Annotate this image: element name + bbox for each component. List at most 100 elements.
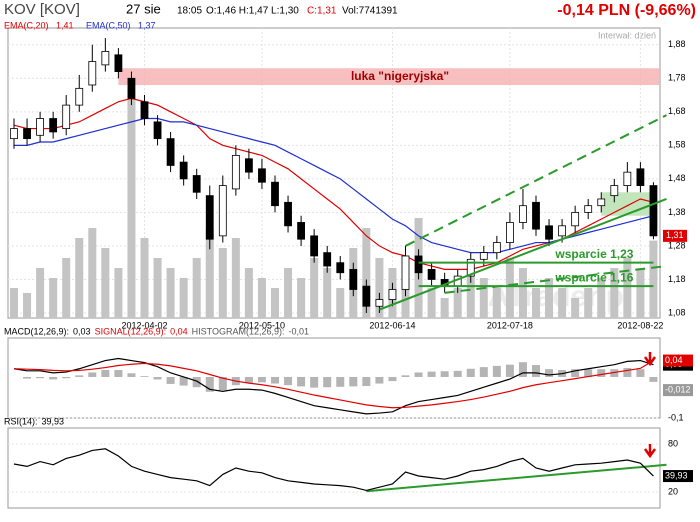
- legend-text: 39,93: [42, 416, 65, 426]
- last-value-box: [663, 470, 693, 483]
- y-tick-label: 1,58: [668, 140, 686, 150]
- candle-body: [636, 168, 645, 186]
- candle-body: [258, 168, 266, 183]
- histogram-bar: [440, 371, 449, 377]
- volume-bar: [532, 288, 540, 318]
- histogram-bar: [114, 370, 123, 377]
- legend-name: EMA(C,20): [4, 20, 49, 30]
- indicator-line: [13, 448, 654, 492]
- volume-bar: [518, 268, 527, 318]
- candle-body: [218, 185, 227, 237]
- last-value-label: -0,012: [665, 384, 691, 394]
- volume-bar: [584, 288, 593, 318]
- gap-band: [118, 68, 660, 85]
- y-tick-label: 1,68: [668, 106, 686, 116]
- date: 27 sie: [126, 1, 161, 16]
- volume-bar: [636, 268, 645, 318]
- legend-value: 1,41: [56, 20, 74, 30]
- histogram-bar: [610, 369, 619, 377]
- legend-name: EMA(C,50): [86, 20, 131, 30]
- zone-box: [601, 192, 654, 216]
- volume-bar: [244, 268, 253, 318]
- x-tick-label: 2012-04-02: [121, 320, 167, 330]
- histogram-bar: [127, 373, 136, 377]
- histogram-bar: [479, 367, 488, 377]
- close: C:1,31: [307, 6, 337, 17]
- candle-body: [479, 252, 488, 260]
- volume-bar: [153, 258, 162, 318]
- y-tick-label: 20: [668, 486, 678, 496]
- histogram-bar: [75, 375, 84, 377]
- volume-bar: [62, 258, 71, 318]
- candle-body: [271, 181, 279, 207]
- panel-frame: [7, 337, 661, 419]
- volume-bar: [127, 98, 136, 318]
- trend-line: [444, 265, 667, 294]
- candle-body: [505, 222, 514, 243]
- histogram-bar: [636, 369, 645, 377]
- histogram-bar: [505, 364, 514, 377]
- histogram-bar: [453, 370, 462, 377]
- volume-bar: [284, 268, 293, 318]
- x-tick-label: 2012-05-10: [239, 320, 285, 330]
- candle-body: [284, 201, 292, 227]
- arrow: [643, 444, 657, 459]
- volume-bar: [114, 268, 123, 318]
- histogram-bar: [179, 376, 188, 386]
- volume-bar: [10, 288, 18, 318]
- histogram-bar: [362, 376, 371, 386]
- y-tick-label: 80: [668, 438, 678, 448]
- arrow: [643, 352, 657, 367]
- legend-text: SIGNAL(12,26,9):: [95, 326, 167, 336]
- histogram-bar: [623, 367, 632, 377]
- volume-bar: [558, 288, 567, 318]
- volume-bar: [101, 248, 110, 318]
- legend-text: 0,03: [73, 326, 91, 336]
- legend-text: MACD(12,26,9):: [4, 326, 69, 336]
- volume-bar: [179, 278, 188, 318]
- histogram-bar: [166, 376, 175, 384]
- histogram-bar: [153, 376, 162, 380]
- y-tick-label: 1,78: [668, 73, 686, 83]
- y-tick-label: 1,08: [668, 307, 686, 317]
- indicator-line: [13, 357, 654, 415]
- change: -0,14 PLN (-9,66%): [557, 2, 696, 19]
- candle-body: [532, 201, 540, 230]
- candle-body: [297, 222, 306, 240]
- candle-body: [362, 285, 371, 307]
- volume-bar: [375, 258, 384, 318]
- candle-body: [545, 225, 553, 240]
- y-tick-label: 1,48: [668, 173, 686, 183]
- histogram-bar: [571, 369, 580, 377]
- y-tick-label: 1,38: [668, 207, 686, 217]
- candle-body: [244, 158, 253, 173]
- histogram-bar: [284, 376, 293, 386]
- candle-body: [36, 118, 44, 136]
- last-value-label: 39,93: [665, 470, 688, 480]
- x-tick-label: 2012-08-22: [617, 320, 663, 330]
- candle-body: [75, 87, 84, 106]
- y-tick-label: 1,18: [668, 274, 686, 284]
- histogram-bar: [545, 369, 554, 377]
- legend-text: HISTOGRAM(12,26,9):: [192, 326, 285, 336]
- volume-bar: [571, 298, 580, 318]
- volume-bar: [205, 228, 214, 318]
- histogram-bar: [401, 375, 410, 377]
- candle-body: [49, 118, 58, 133]
- volume-bar: [492, 288, 501, 318]
- indicator-line: [13, 360, 654, 409]
- candle-body: [610, 185, 619, 197]
- candle-body: [101, 51, 110, 66]
- volume-bar: [218, 248, 227, 318]
- histogram-bar: [244, 376, 253, 384]
- trend-line: [366, 463, 667, 493]
- histogram-bar: [375, 376, 384, 384]
- volume-bar: [140, 238, 149, 318]
- candle-body: [571, 211, 580, 227]
- candle-body: [388, 289, 397, 300]
- legend-text: 0,04: [170, 326, 188, 336]
- last-value-label: 0,04: [665, 355, 683, 365]
- candle-body: [558, 225, 566, 237]
- candle-body: [349, 268, 358, 290]
- volume: Vol:7741391: [342, 6, 398, 17]
